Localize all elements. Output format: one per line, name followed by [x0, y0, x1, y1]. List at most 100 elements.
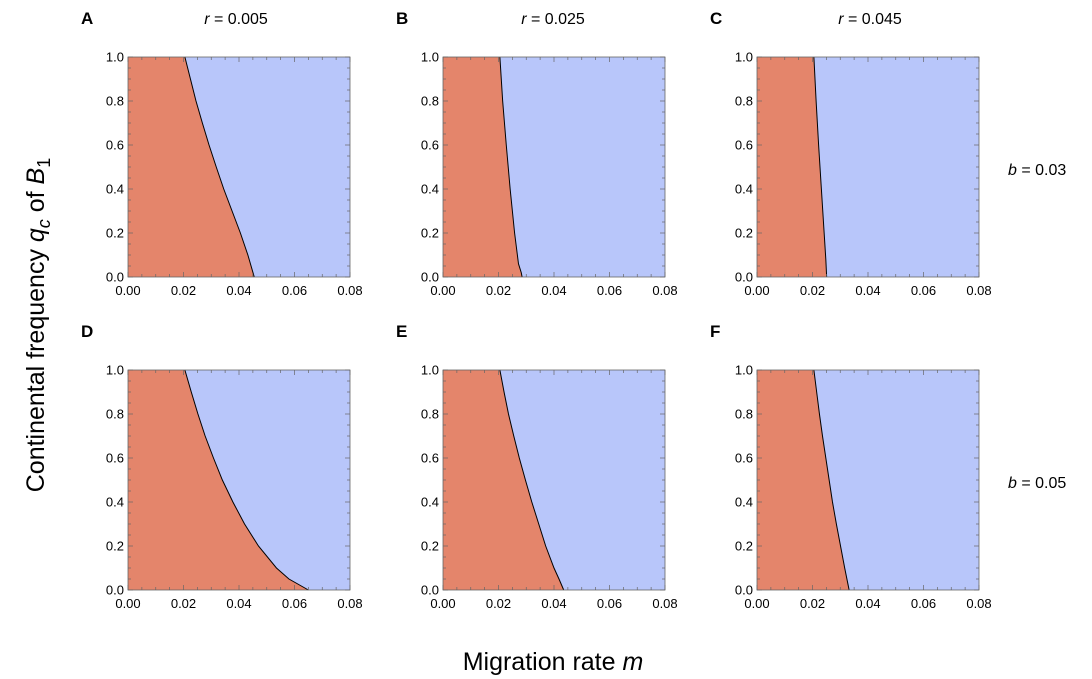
column-title-r-0.005: r = 0.005	[204, 11, 268, 28]
y-axis-title: Continental frequency qc of B1	[22, 158, 54, 493]
x-tick-label-c: 0.06	[911, 283, 936, 298]
y-tick-label-f: 0.0	[735, 583, 753, 598]
y-tick-label-a: 0.6	[106, 138, 124, 153]
panel-b: 0.00 0.02 0.04 0.06 0.08 0.0 0.2 0.4 0.6 0.8 1.0 B	[396, 9, 678, 298]
panel-a: 0.00 0.02 0.04 0.06 0.08 0.0 0.2 0.4 0.6 0.8 1.0 A	[81, 9, 363, 298]
y-tick-label-c: 0.4	[735, 182, 753, 197]
x-tick-label-a: 0.08	[337, 283, 362, 298]
x-axis-title: Migration rate m	[463, 648, 644, 676]
y-tick-label-d: 0.2	[106, 539, 124, 554]
boundary-curve-b	[499, 56, 523, 278]
boundary-curve-c	[813, 56, 828, 278]
y-tick-label-e: 0.6	[421, 451, 439, 466]
panel-letter-a: A	[81, 9, 93, 28]
x-tick-label-c: 0.02	[800, 283, 825, 298]
x-tick-label-c: 0.08	[966, 283, 991, 298]
y-tick-label-d: 0.0	[106, 583, 124, 598]
x-tick-label-f: 0.00	[744, 596, 769, 611]
x-tick-label-e: 0.04	[541, 596, 566, 611]
y-tick-label-a: 0.4	[106, 182, 124, 197]
y-tick-label-a: 0.8	[106, 94, 124, 109]
row-title-b-0.03: b = 0.03	[1008, 162, 1066, 179]
panel-letter-c: C	[710, 9, 722, 28]
y-tick-label-d: 0.6	[106, 451, 124, 466]
y-tick-label-b: 0.0	[421, 270, 439, 285]
x-tick-label-b: 0.02	[486, 283, 511, 298]
region-low-migration-d	[128, 370, 309, 590]
x-tick-label-d: 0.04	[226, 596, 251, 611]
x-tick-label-d: 0.06	[282, 596, 307, 611]
panel-d: 0.00 0.02 0.04 0.06 0.08 0.0 0.2 0.4 0.6 0.8 1.0 D	[81, 322, 363, 611]
boundary-curve-d	[184, 369, 309, 591]
panel-letter-b: B	[396, 9, 408, 28]
column-title-r-0.025: r = 0.025	[521, 11, 585, 28]
labels-layer: r = 0.005 r = 0.025 r = 0.045 b = 0.03 b…	[22, 11, 1066, 676]
y-tick-label-a: 0.2	[106, 226, 124, 241]
region-low-migration-a	[128, 57, 255, 277]
y-tick-label-c: 0.6	[735, 138, 753, 153]
x-tick-label-d: 0.00	[115, 596, 140, 611]
y-tick-label-d: 0.4	[106, 495, 124, 510]
y-tick-label-e: 0.0	[421, 583, 439, 598]
y-tick-label-f: 0.4	[735, 495, 753, 510]
y-tick-label-b: 0.4	[421, 182, 439, 197]
x-tick-label-c: 0.00	[744, 283, 769, 298]
region-low-migration-c	[757, 57, 827, 277]
x-tick-label-d: 0.08	[337, 596, 362, 611]
x-tick-label-b: 0.00	[430, 283, 455, 298]
row-title-b-0.05: b = 0.05	[1008, 475, 1066, 492]
x-tick-label-e: 0.02	[486, 596, 511, 611]
y-tick-label-b: 0.6	[421, 138, 439, 153]
x-tick-label-b: 0.08	[652, 283, 677, 298]
region-low-migration-e	[443, 370, 564, 590]
panel-letter-d: D	[81, 322, 93, 341]
panel-e: 0.00 0.02 0.04 0.06 0.08 0.0 0.2 0.4 0.6 0.8 1.0 E	[396, 322, 678, 611]
x-tick-label-f: 0.02	[800, 596, 825, 611]
x-tick-label-f: 0.06	[911, 596, 936, 611]
y-tick-label-b: 1.0	[421, 50, 439, 65]
y-tick-label-f: 0.6	[735, 451, 753, 466]
x-tick-label-b: 0.06	[597, 283, 622, 298]
panel-c: 0.00 0.02 0.04 0.06 0.08 0.0 0.2 0.4 0.6 0.8 1.0 C	[710, 9, 992, 298]
y-tick-label-c: 0.2	[735, 226, 753, 241]
x-tick-label-f: 0.04	[855, 596, 880, 611]
boundary-curve-e	[499, 369, 565, 591]
y-tick-label-e: 0.4	[421, 495, 439, 510]
panel-letter-e: E	[396, 322, 407, 341]
x-tick-label-b: 0.04	[541, 283, 566, 298]
y-tick-label-a: 0.0	[106, 270, 124, 285]
y-tick-label-e: 0.8	[421, 407, 439, 422]
x-tick-label-f: 0.08	[966, 596, 991, 611]
y-tick-label-b: 0.2	[421, 226, 439, 241]
x-tick-label-e: 0.06	[597, 596, 622, 611]
x-tick-label-a: 0.00	[115, 283, 140, 298]
y-tick-label-f: 1.0	[735, 363, 753, 378]
column-title-r-0.045: r = 0.045	[838, 11, 902, 28]
y-tick-label-d: 0.8	[106, 407, 124, 422]
y-tick-label-c: 0.0	[735, 270, 753, 285]
y-tick-label-f: 0.8	[735, 407, 753, 422]
y-tick-label-f: 0.2	[735, 539, 753, 554]
region-low-migration-b	[443, 57, 523, 277]
y-tick-label-a: 1.0	[106, 50, 124, 65]
y-tick-label-d: 1.0	[106, 363, 124, 378]
boundary-curve-a	[184, 56, 255, 278]
x-tick-label-e: 0.08	[652, 596, 677, 611]
x-tick-label-d: 0.02	[171, 596, 196, 611]
x-tick-label-a: 0.06	[282, 283, 307, 298]
x-tick-label-e: 0.00	[430, 596, 455, 611]
y-tick-label-c: 0.8	[735, 94, 753, 109]
region-low-migration-f	[757, 370, 850, 590]
y-tick-label-e: 0.2	[421, 539, 439, 554]
boundary-curve-f	[813, 369, 850, 591]
panel-f: 0.00 0.02 0.04 0.06 0.08 0.0 0.2 0.4 0.6 0.8 1.0 F	[710, 322, 992, 611]
x-tick-label-a: 0.02	[171, 283, 196, 298]
x-tick-label-a: 0.04	[226, 283, 251, 298]
panel-letter-f: F	[710, 322, 720, 341]
x-tick-label-c: 0.04	[855, 283, 880, 298]
y-tick-label-e: 1.0	[421, 363, 439, 378]
panels-layer: 0.00 0.02 0.04 0.06 0.080.00.20.40.60.81.0A0…	[81, 9, 992, 611]
y-tick-label-c: 1.0	[735, 50, 753, 65]
y-tick-label-b: 0.8	[421, 94, 439, 109]
